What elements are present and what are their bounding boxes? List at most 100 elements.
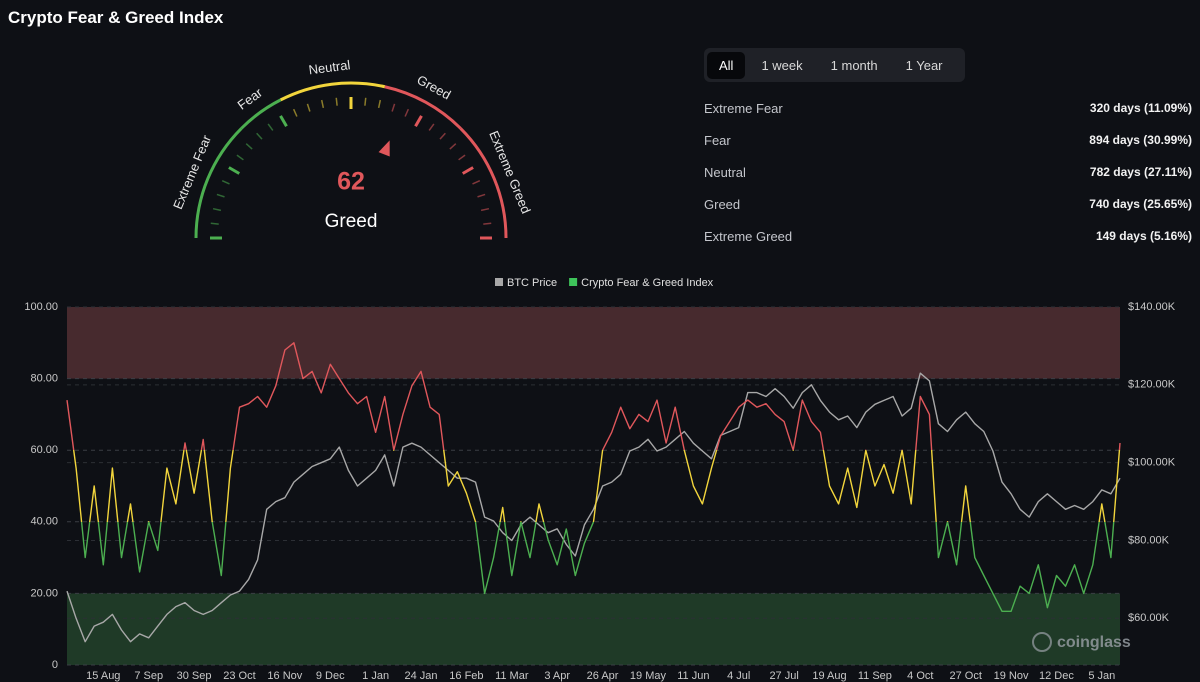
- watermark-icon: [1032, 632, 1052, 652]
- gauge-arc: [384, 85, 462, 130]
- gauge-arc: [459, 127, 508, 239]
- gauge-tick: [391, 103, 396, 112]
- gauge-tick: [236, 154, 244, 161]
- gauge-needle: [378, 140, 390, 157]
- gauge-tick: [472, 179, 481, 185]
- gauge-tick: [414, 115, 423, 128]
- gauge-tick: [483, 222, 492, 225]
- stat-value: 149 days (5.16%): [1095, 229, 1192, 243]
- gauge-arc: [194, 127, 243, 239]
- x-tick-label: 23 Oct: [223, 670, 255, 682]
- stat-value: 894 days (30.99%): [1089, 133, 1192, 147]
- y-tick-label: 40.00: [30, 516, 58, 528]
- x-tick-label: 19 Nov: [994, 670, 1029, 682]
- x-tick-label: 24 Jan: [405, 670, 438, 682]
- x-tick-label: 30 Sep: [177, 670, 212, 682]
- gauge-tick: [221, 179, 230, 185]
- tab[interactable]: 1 month: [830, 57, 878, 73]
- x-tick-label: 11 Jun: [677, 670, 709, 682]
- gauge-tick: [320, 99, 325, 109]
- tab[interactable]: 1 week: [761, 57, 803, 73]
- gauge-zone-label: Neutral: [308, 57, 352, 77]
- gauge-tick: [439, 132, 446, 140]
- y-tick-label: 80.00: [30, 373, 58, 385]
- x-tick-label: 27 Jul: [769, 670, 798, 682]
- x-tick-label: 3 Apr: [544, 670, 570, 682]
- gauge-tick: [335, 97, 338, 106]
- gauge: Extreme Fear Fear Neutral Greed Extreme Gree…: [170, 57, 534, 240]
- legend-swatch: [495, 278, 503, 286]
- x-tick-label: 9 Dec: [316, 670, 345, 682]
- x-tick-label: 7 Sep: [134, 670, 163, 682]
- x-tick-label: 11 Mar: [495, 670, 529, 682]
- gauge-tick: [461, 166, 474, 175]
- y-tick-label: 100.00: [24, 301, 58, 313]
- gauge-value: 62: [337, 168, 365, 196]
- gauge-tick: [216, 193, 225, 198]
- gauge-tick: [279, 115, 288, 128]
- x-tick-label: 19 Aug: [812, 670, 846, 682]
- x-tick-label: 11 Sep: [858, 670, 892, 682]
- series-line: [66, 372, 1121, 643]
- x-tick-label: 12 Dec: [1039, 670, 1074, 682]
- x-tick-label: 1 Jan: [362, 670, 389, 682]
- series-line: [66, 342, 1121, 612]
- stat-value: 782 days (27.11%): [1089, 165, 1192, 179]
- x-tick-label: 4 Jul: [727, 670, 750, 682]
- gauge-tick: [364, 97, 367, 106]
- zone-band: [67, 593, 1120, 665]
- y2-tick-label: $140.00K: [1128, 301, 1176, 313]
- gauge-tick: [267, 123, 274, 131]
- stat-row: Extreme Fear 320 days (11.09%): [704, 92, 1192, 124]
- gauge-tick: [428, 123, 435, 131]
- y-tick-label: 0: [52, 659, 58, 671]
- range-tabs: All 1 week 1 month 1 Year: [704, 48, 965, 82]
- stat-row: Extreme Greed 149 days (5.16%): [704, 220, 1192, 252]
- gauge-tick: [404, 108, 410, 117]
- stat-label: Extreme Greed: [704, 228, 793, 244]
- x-tick-label: 27 Oct: [949, 670, 981, 682]
- x-tick-label: 5 Jan: [1088, 670, 1115, 682]
- gauge-tick: [212, 207, 222, 212]
- x-tick-label: 19 May: [630, 670, 667, 682]
- y2-tick-label: $100.00K: [1128, 457, 1176, 469]
- stat-row: Greed 740 days (25.65%): [704, 188, 1192, 220]
- gauge-arc: [240, 98, 282, 130]
- gauge-tick: [256, 132, 263, 140]
- x-tick-label: 16 Feb: [449, 670, 483, 682]
- y2-tick-label: $80.00K: [1128, 534, 1170, 546]
- tab[interactable]: All: [707, 51, 746, 79]
- gauge-tick: [458, 154, 466, 161]
- gauge-zone-label: Extreme Greed: [486, 129, 534, 216]
- gauge-tick: [228, 166, 241, 175]
- stat-row: Neutral 782 days (27.11%): [704, 156, 1192, 188]
- tab[interactable]: 1 Year: [905, 57, 943, 73]
- x-tick-label: 4 Oct: [907, 670, 933, 682]
- y2-tick-label: $60.00K: [1128, 612, 1170, 624]
- gauge-tick: [480, 207, 490, 212]
- x-tick-label: 15 Aug: [86, 670, 120, 682]
- stat-label: Neutral: [704, 164, 746, 180]
- gauge-zone-label: Fear: [235, 84, 266, 112]
- gauge-tick: [245, 143, 253, 150]
- legend-label: Crypto Fear & Greed Index: [581, 277, 714, 289]
- stats-panel: Extreme Fear 320 days (11.09%) Fear 894 day…: [704, 92, 1192, 252]
- gauge-arc: [279, 81, 386, 102]
- watermark: coinglass: [1057, 634, 1131, 651]
- y2-tick-label: $120.00K: [1128, 379, 1176, 391]
- gauge-tick: [477, 193, 486, 198]
- page-title: Crypto Fear & Greed Index: [8, 8, 224, 27]
- gauge-tick: [377, 99, 382, 109]
- gauge-zone-label: Extreme Fear: [170, 132, 214, 211]
- stat-row: Fear 894 days (30.99%): [704, 124, 1192, 156]
- legend-swatch: [569, 278, 578, 286]
- x-tick-label: 16 Nov: [267, 670, 302, 682]
- gauge-tick: [292, 108, 298, 117]
- gauge-tick: [449, 143, 457, 150]
- gauge-tick: [210, 222, 219, 225]
- stat-label: Fear: [704, 132, 731, 148]
- stat-label: Greed: [704, 196, 741, 212]
- gauge-tick: [306, 103, 311, 112]
- legend-label: BTC Price: [507, 277, 557, 289]
